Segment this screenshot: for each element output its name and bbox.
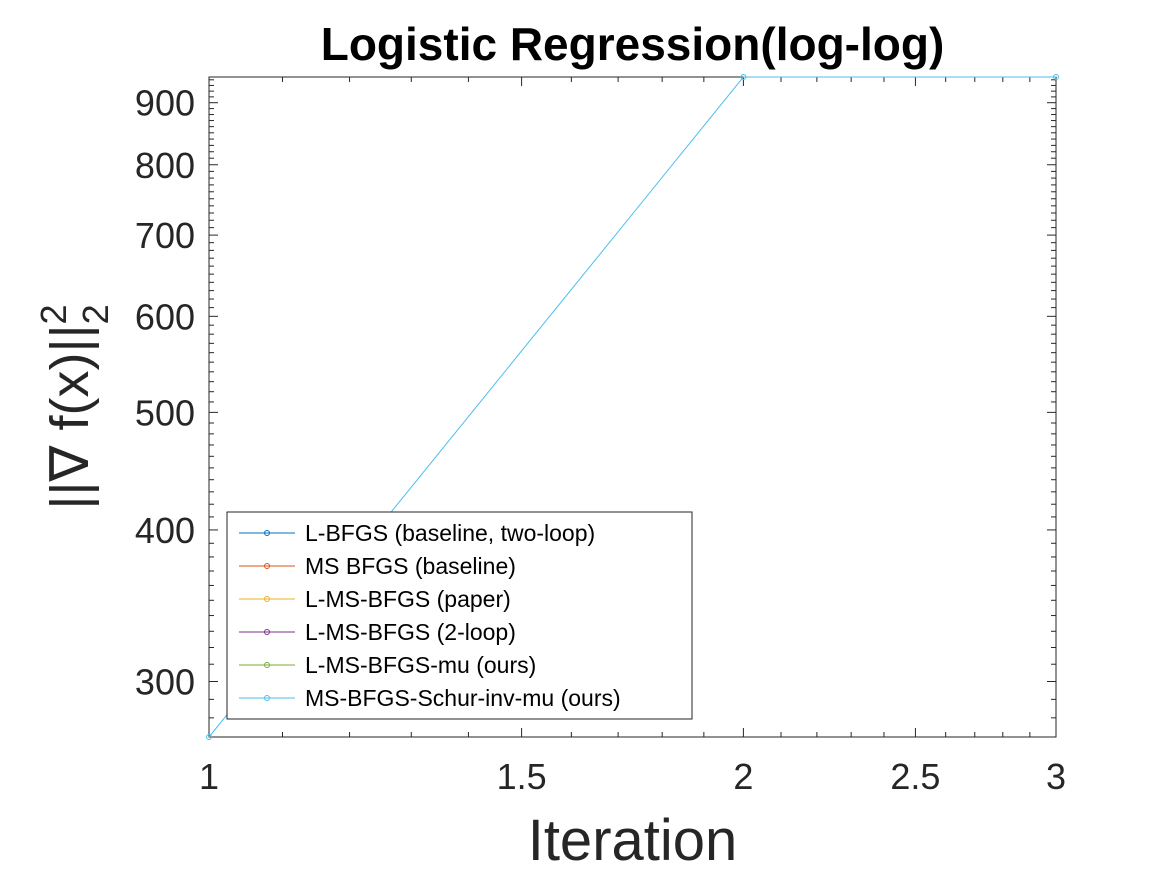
y-tick-label: 300 (135, 661, 195, 702)
x-tick-label: 1 (199, 756, 219, 797)
legend-entry-label: L-MS-BFGS-mu (ours) (305, 652, 536, 678)
x-tick-label: 2.5 (890, 756, 940, 797)
x-tick-labels: 1 1.5 2 2.5 3 (199, 756, 1066, 797)
x-tick-label: 2 (733, 756, 753, 797)
legend-swatch-marker (264, 563, 270, 569)
y-tick-labels: 300 400 500 600 700 800 900 (135, 83, 195, 703)
legend: L-BFGS (baseline, two-loop) MS BFGS (base… (226, 511, 693, 720)
y-axis-label-subscript: 2 (75, 304, 116, 324)
legend-swatch-marker (264, 596, 270, 602)
x-tick-label: 3 (1046, 756, 1066, 797)
x-tick-label: 1.5 (497, 756, 547, 797)
legend-entry-label: L-MS-BFGS (paper) (305, 586, 511, 612)
y-tick-label: 700 (135, 215, 195, 256)
y-tick-label: 800 (135, 145, 195, 186)
legend-entry-label: L-BFGS (baseline, two-loop) (305, 520, 595, 546)
y-axis-label: ||∇ f(x)||22 (33, 304, 116, 509)
legend-swatch-marker (264, 629, 270, 635)
legend-swatch-marker (264, 695, 270, 701)
legend-swatch-marker (264, 530, 270, 536)
legend-entry-label: MS BFGS (baseline) (305, 553, 516, 579)
series-point (206, 734, 212, 740)
y-axis-label-superscript: 2 (33, 304, 74, 324)
axis-ticks (208, 77, 1057, 737)
legend-entry-label: L-MS-BFGS (2-loop) (305, 619, 516, 645)
y-axis-label-main: ||∇ f(x)|| (40, 324, 100, 509)
series-point (1053, 74, 1059, 80)
y-tick-label: 500 (135, 392, 195, 433)
series-point (740, 74, 747, 80)
y-tick-label: 600 (135, 296, 195, 337)
y-tick-label: 400 (135, 510, 195, 551)
legend-entry-label: MS-BFGS-Schur-inv-mu (ours) (305, 685, 621, 711)
x-axis-label: Iteration (528, 808, 738, 873)
chart-title: Logistic Regression(log-log) (321, 18, 945, 70)
legend-box (226, 511, 693, 720)
legend-swatch-marker (264, 662, 270, 668)
y-tick-label: 900 (135, 83, 195, 124)
